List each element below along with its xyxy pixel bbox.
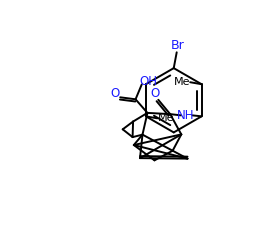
- Text: Me: Me: [174, 77, 190, 87]
- Text: NH: NH: [177, 108, 195, 122]
- Text: O: O: [111, 87, 120, 100]
- Text: OH: OH: [140, 76, 158, 88]
- Text: O: O: [151, 87, 160, 100]
- Text: Me: Me: [157, 113, 174, 123]
- Text: Br: Br: [170, 39, 184, 52]
